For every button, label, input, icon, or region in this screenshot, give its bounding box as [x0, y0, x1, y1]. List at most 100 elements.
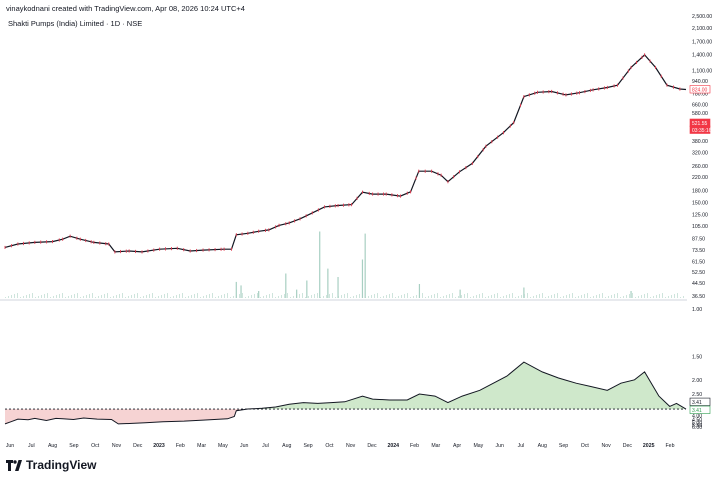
volume-bar — [413, 296, 414, 298]
volume-bar — [257, 293, 258, 298]
time-tick-label: Nov — [602, 443, 612, 449]
volume-bar — [236, 295, 237, 298]
tradingview-logo-icon — [6, 459, 22, 471]
volume-bar — [221, 295, 222, 298]
time-tick-label: Aug — [538, 443, 547, 449]
volume-bar — [680, 297, 681, 298]
volume-bar — [443, 296, 444, 298]
volume-bar — [371, 295, 372, 298]
volume-bar — [428, 296, 429, 298]
volume-bar — [215, 297, 216, 298]
price-tick-label: 1,100.00 — [692, 69, 712, 75]
volume-bar — [179, 294, 180, 298]
volume-bar — [35, 297, 36, 298]
volume-bar — [104, 294, 105, 298]
volume-bar — [563, 296, 564, 298]
time-tick-label: Mar — [431, 443, 440, 449]
volume-bar — [224, 294, 225, 298]
price-tick-label: 2,100.00 — [692, 26, 712, 32]
volume-bar — [164, 294, 165, 298]
volume-bar — [32, 293, 33, 298]
last-price-badge: 521.55 — [692, 121, 708, 127]
volume-bar — [476, 295, 477, 298]
volume-bar — [110, 297, 111, 298]
volume-bar — [533, 296, 534, 298]
price-tick-label: 320.00 — [692, 150, 708, 156]
chart-attribution: vinaykodnani created with TradingView.co… — [6, 4, 245, 13]
volume-bar — [539, 294, 540, 298]
time-tick-label: Jun — [240, 443, 248, 449]
volume-bar — [131, 295, 132, 298]
time-tick-label: Jul — [262, 443, 269, 449]
volume-bar — [77, 293, 78, 298]
volume-bar — [536, 295, 537, 298]
price-tick-label: 260.00 — [692, 164, 708, 170]
volume-bar — [458, 296, 459, 298]
volume-bar — [206, 295, 207, 298]
volume-bar — [410, 297, 411, 298]
volume-bar — [361, 259, 364, 298]
volume-bar — [629, 294, 630, 298]
volume-bar — [521, 295, 522, 298]
volume-bar — [608, 296, 609, 298]
time-tick-label: Apr — [453, 443, 461, 449]
time-tick-label: May — [473, 443, 483, 449]
volume-bar — [65, 297, 66, 298]
oscillator-tick-label: 2.00 — [692, 378, 702, 384]
price-tick-label: 150.00 — [692, 201, 708, 207]
volume-bar — [47, 293, 48, 298]
price-tick-label: 52.50 — [692, 270, 705, 276]
volume-bar — [506, 295, 507, 298]
volume-bar — [287, 293, 288, 298]
price-axis[interactable]: 2,500.00 2,100.00 1,700.00 1,400.00 1,100.00… — [692, 14, 712, 300]
volume-bar — [389, 294, 390, 298]
volume-bar — [500, 297, 501, 298]
volume-bar — [644, 294, 645, 298]
volume-bar — [575, 297, 576, 298]
volume-bar — [327, 268, 329, 298]
volume-bar — [416, 295, 417, 298]
volume-bar — [83, 296, 84, 298]
volume-bar — [620, 297, 621, 298]
volume-bar — [422, 293, 423, 298]
tradingview-logo[interactable]: TradingView — [6, 458, 96, 472]
volume-bar — [269, 294, 270, 298]
time-tick-label: Jun — [495, 443, 503, 449]
volume-bar — [581, 295, 582, 298]
volume-bar — [155, 297, 156, 298]
volume-bar — [5, 297, 6, 298]
volume-bar — [56, 295, 57, 298]
volume-bar — [479, 294, 480, 298]
volume-bar — [158, 296, 159, 298]
volume-bar — [302, 293, 303, 298]
volume-bar — [38, 296, 39, 298]
volume-bar — [74, 294, 75, 298]
volume-bar — [671, 295, 672, 298]
volume-bar — [71, 295, 72, 298]
time-tick-label: Sep — [559, 443, 568, 449]
volume-bar — [137, 293, 138, 298]
oscillator-tick-label: 4.00 — [692, 413, 702, 419]
volume-bar — [656, 295, 657, 298]
price-tick-label: 105.00 — [692, 224, 708, 230]
volume-bar — [614, 294, 615, 298]
volume-bar — [425, 297, 426, 298]
volume-bars — [5, 231, 684, 298]
volume-bar — [524, 294, 525, 298]
price-tick-label: 73.50 — [692, 248, 705, 254]
time-tick-label: Feb — [176, 443, 185, 449]
volume-bar — [167, 293, 168, 298]
time-tick-label: Dec — [367, 443, 377, 449]
symbol-title[interactable]: Shakti Pumps (India) Limited · 1D · NSE — [8, 19, 143, 28]
volume-bar — [68, 296, 69, 298]
volume-bar — [113, 296, 114, 298]
volume-bar — [185, 297, 186, 298]
time-axis[interactable]: Jun Jul Aug Sep Oct Nov Dec 2023 Feb Mar May Jun Jul… — [6, 443, 675, 449]
volume-bar — [674, 294, 675, 298]
volume-bar — [548, 296, 549, 298]
volume-bar — [146, 295, 147, 298]
volume-bar — [530, 297, 531, 298]
volume-bar — [89, 294, 90, 298]
volume-bar — [254, 294, 255, 298]
volume-bar — [20, 297, 21, 298]
